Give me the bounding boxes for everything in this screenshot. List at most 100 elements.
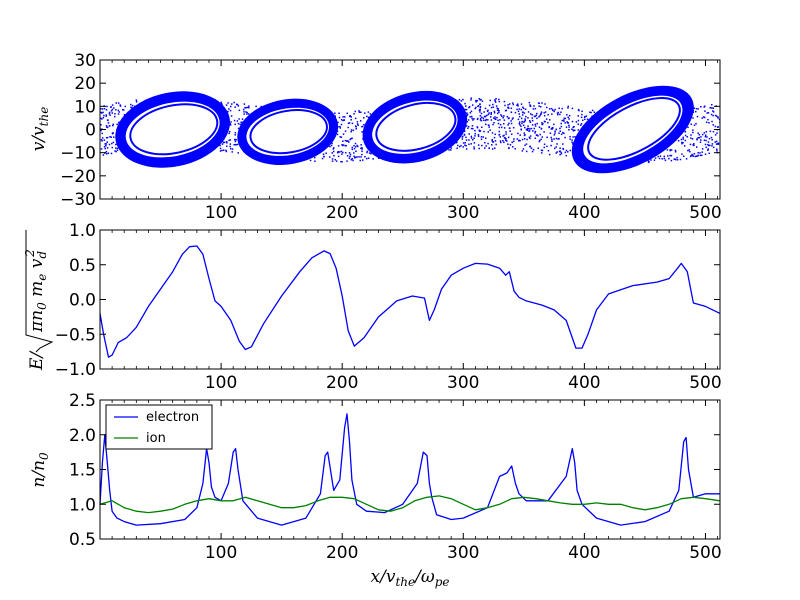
particle-point — [349, 138, 351, 141]
particle-point — [529, 113, 532, 115]
particle-point — [237, 122, 240, 125]
particle-point — [359, 120, 362, 122]
x-tick-label: 500 — [689, 543, 721, 563]
particle-point — [494, 133, 496, 136]
particle-point — [543, 131, 545, 133]
particle-point — [494, 147, 496, 149]
particle-point — [508, 127, 511, 129]
particle-point — [547, 149, 550, 152]
x-tick-label: 300 — [447, 203, 479, 223]
particle-point — [549, 119, 551, 121]
particle-point — [314, 160, 316, 162]
particle-point — [106, 126, 108, 128]
particle-point — [522, 107, 525, 110]
particle-point — [534, 137, 537, 139]
particle-point — [366, 151, 368, 154]
particle-point — [679, 158, 682, 161]
particle-point — [559, 127, 561, 130]
particle-point — [707, 143, 709, 146]
particle-point — [470, 135, 473, 138]
particle-point — [531, 117, 534, 119]
particle-point — [354, 125, 357, 127]
particle-point — [516, 138, 519, 140]
particle-point — [530, 147, 533, 149]
particle-point — [542, 123, 544, 125]
particle-point — [522, 124, 525, 127]
particle-point — [105, 137, 108, 139]
svg-text:πn0 me vd2: πn0 me vd2 — [23, 249, 49, 333]
particle-point — [681, 142, 683, 145]
particle-point — [351, 137, 353, 140]
particle-point — [101, 118, 103, 120]
particle-point — [471, 139, 474, 141]
particle-point — [523, 112, 526, 114]
particle-point — [220, 103, 223, 105]
particle-point — [473, 148, 475, 150]
legend-label-ion: ion — [146, 431, 166, 446]
particle-point — [111, 112, 114, 114]
particle-point — [361, 125, 364, 128]
particle-point — [112, 141, 115, 144]
particle-point — [233, 143, 235, 146]
particle-point — [712, 110, 714, 112]
particle-point — [230, 147, 232, 150]
particle-point — [107, 122, 110, 124]
particle-point — [524, 134, 526, 136]
y-tick-label: 0.5 — [69, 530, 96, 550]
particle-point — [703, 139, 706, 142]
particle-point — [543, 114, 546, 117]
particle-point — [494, 101, 497, 103]
particle-point — [233, 119, 236, 122]
particle-point — [526, 138, 528, 141]
particle-point — [112, 136, 115, 138]
particle-point — [461, 138, 464, 140]
particle-point — [488, 147, 490, 150]
particle-point — [533, 105, 535, 107]
particle-point — [714, 114, 717, 117]
particle-point — [354, 146, 357, 148]
particle-point — [521, 138, 524, 141]
particle-point — [347, 126, 349, 129]
particle-point — [465, 148, 468, 150]
particle-point — [546, 106, 548, 109]
particle-point — [493, 112, 496, 114]
particle-point — [342, 140, 344, 142]
particle-point — [115, 102, 118, 104]
particle-point — [508, 103, 511, 105]
particle-point — [535, 114, 538, 117]
particle-point — [338, 151, 341, 153]
particle-point — [711, 138, 713, 141]
particle-point — [358, 111, 361, 114]
particle-point — [684, 130, 686, 133]
particle-point — [503, 115, 505, 117]
particle-point — [564, 117, 567, 120]
particle-point — [466, 114, 468, 117]
particle-point — [361, 148, 363, 150]
particle-point — [586, 118, 589, 120]
particle-point — [112, 123, 114, 126]
particle-point — [693, 124, 696, 126]
particle-point — [360, 144, 362, 146]
particle-point — [478, 129, 481, 132]
density-panel: 100 200 300 400 500 0.5 1.0 1.5 2.0 2.5 n/n0 x/vt… — [29, 391, 722, 589]
particle-point — [322, 153, 325, 155]
particle-point — [528, 136, 531, 139]
particle-point — [468, 106, 470, 109]
particle-point — [350, 129, 353, 131]
particle-point — [246, 111, 248, 114]
particle-point — [477, 135, 480, 137]
particle-point — [470, 143, 472, 145]
particle-point — [231, 148, 234, 150]
particle-point — [356, 156, 358, 158]
particle-point — [325, 152, 327, 154]
particle-point — [474, 129, 476, 132]
particle-point — [101, 132, 103, 135]
particle-point — [367, 111, 370, 113]
x-tick-label: 200 — [326, 373, 358, 393]
particle-point — [674, 151, 677, 153]
particle-point — [550, 128, 553, 130]
particle-point — [340, 160, 342, 163]
particle-point — [704, 134, 707, 136]
particle-point — [553, 123, 555, 126]
x-tick-label: 300 — [447, 543, 479, 563]
